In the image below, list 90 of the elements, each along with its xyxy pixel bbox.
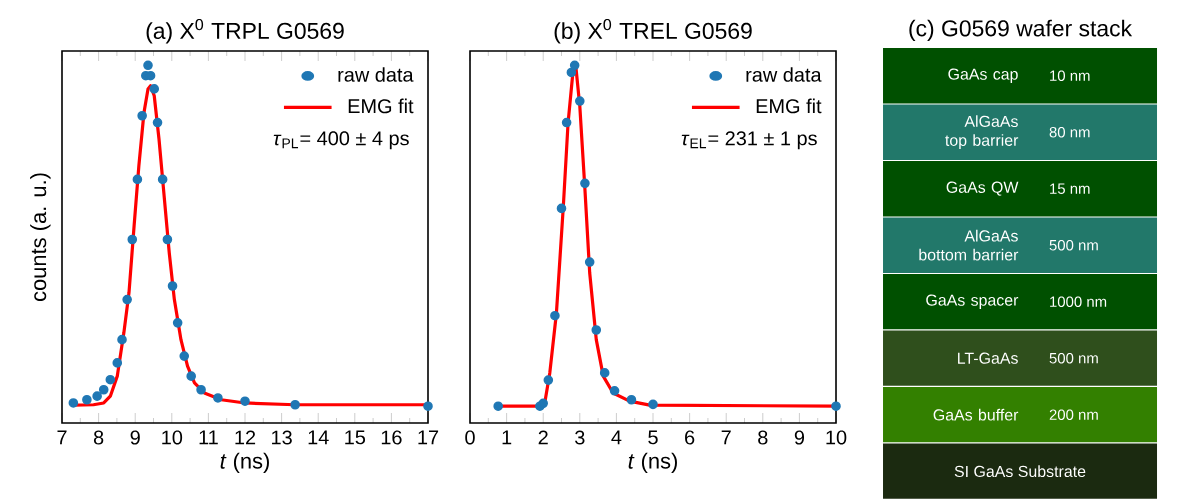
- point: [162, 234, 173, 245]
- point: [179, 351, 190, 361]
- category-label: GaAs QW: [946, 181, 1019, 196]
- point: [149, 84, 160, 94]
- point: [556, 203, 567, 214]
- point: [591, 325, 602, 335]
- y-axis-title: counts (a. u.): [30, 173, 51, 302]
- category-label: LT-GaAs: [958, 352, 1018, 364]
- x-tick-label: 15: [345, 430, 366, 445]
- x-tick-label: 9: [794, 430, 805, 445]
- chart-title: (b) X$^{0}$ TREL G0569: [554, 18, 752, 44]
- text: 500 nm: [1049, 239, 1098, 251]
- x-tick-label: 6: [685, 430, 695, 445]
- x-tick-label: 0: [465, 430, 475, 445]
- legend-label: raw data: [746, 67, 822, 82]
- x-tick-label: 7: [57, 430, 67, 445]
- point: [157, 174, 168, 185]
- point: [167, 281, 178, 291]
- legend-label: EMG fit: [348, 98, 414, 114]
- x-axis-title: t (ns): [628, 452, 677, 474]
- point: [143, 60, 153, 71]
- point: [575, 96, 585, 106]
- point: [831, 401, 841, 411]
- point: [609, 386, 620, 396]
- point: [290, 399, 300, 410]
- annotation: τ$_{EL}$= 231 ± 1 ps: [681, 131, 817, 150]
- x-tick-label: 2: [538, 430, 548, 445]
- x-tick-label: 10: [162, 430, 183, 445]
- point: [152, 117, 163, 128]
- point: [648, 399, 658, 410]
- point: [493, 401, 503, 411]
- point: [98, 384, 109, 395]
- category-label: AlGaAs bottom barrier: [919, 229, 1019, 261]
- point: [566, 67, 577, 78]
- x-tick-label: 10: [826, 430, 847, 445]
- text: 1000 nm: [1050, 296, 1107, 307]
- point: [105, 374, 116, 385]
- point: [196, 384, 206, 395]
- point: [423, 401, 433, 411]
- point: [580, 178, 590, 189]
- category-label: GaAs spacer: [926, 294, 1019, 309]
- text: 500 nm: [1049, 352, 1098, 364]
- legend-label: raw data: [338, 67, 414, 82]
- x-tick-label: 14: [308, 430, 329, 445]
- point: [82, 394, 92, 405]
- point: [550, 310, 560, 321]
- point: [561, 117, 572, 128]
- point: [112, 358, 123, 368]
- point: [240, 396, 250, 406]
- point: [599, 368, 610, 378]
- point: [127, 234, 138, 245]
- text: 15 nm: [1050, 183, 1090, 194]
- category-label: GaAs buffer: [933, 408, 1019, 421]
- x-tick-label: 8: [758, 430, 768, 445]
- text: (c) G0569 wafer stack: [909, 19, 1133, 41]
- point: [92, 391, 102, 401]
- x-tick-label: 3: [575, 430, 585, 445]
- point: [584, 257, 595, 267]
- point: [117, 334, 127, 345]
- x-tick-label: 17: [418, 430, 439, 445]
- x-tick-label: 7: [721, 430, 731, 445]
- point: [68, 398, 79, 408]
- x-tick-label: 4: [611, 430, 622, 445]
- category-label: GaAs cap: [948, 68, 1018, 83]
- point: [172, 318, 183, 328]
- point: [132, 174, 143, 185]
- x-tick-label: 13: [272, 430, 292, 445]
- x-tick-label: 9: [130, 430, 140, 445]
- category-label: SI GaAs Substrate: [954, 465, 1086, 478]
- x-tick-label: 5: [648, 430, 658, 445]
- x-axis-title: t (ns): [220, 452, 269, 474]
- point: [626, 394, 637, 405]
- x-tick-label: 1: [502, 430, 512, 445]
- chart-title: (a) X$^{0}$ TRPL G0569: [146, 18, 344, 44]
- category-label: AlGaAs top barrier: [945, 115, 1019, 150]
- point: [122, 294, 132, 305]
- annotation: τ$_{PL}$= 400 ± 4 ps: [273, 131, 409, 150]
- point: [569, 60, 580, 71]
- point: [137, 110, 147, 121]
- x-tick-label: 8: [93, 430, 104, 445]
- text: 80 nm: [1049, 126, 1090, 138]
- legend-label: EMG fit: [756, 98, 822, 114]
- text: 10 nm: [1050, 70, 1090, 81]
- x-tick-label: 16: [381, 430, 402, 445]
- point: [186, 371, 196, 381]
- x-tick-label: 12: [235, 430, 256, 445]
- point: [543, 375, 554, 385]
- x-tick-label: 11: [199, 430, 218, 445]
- point: [213, 393, 223, 403]
- text: 200 nm: [1049, 409, 1098, 420]
